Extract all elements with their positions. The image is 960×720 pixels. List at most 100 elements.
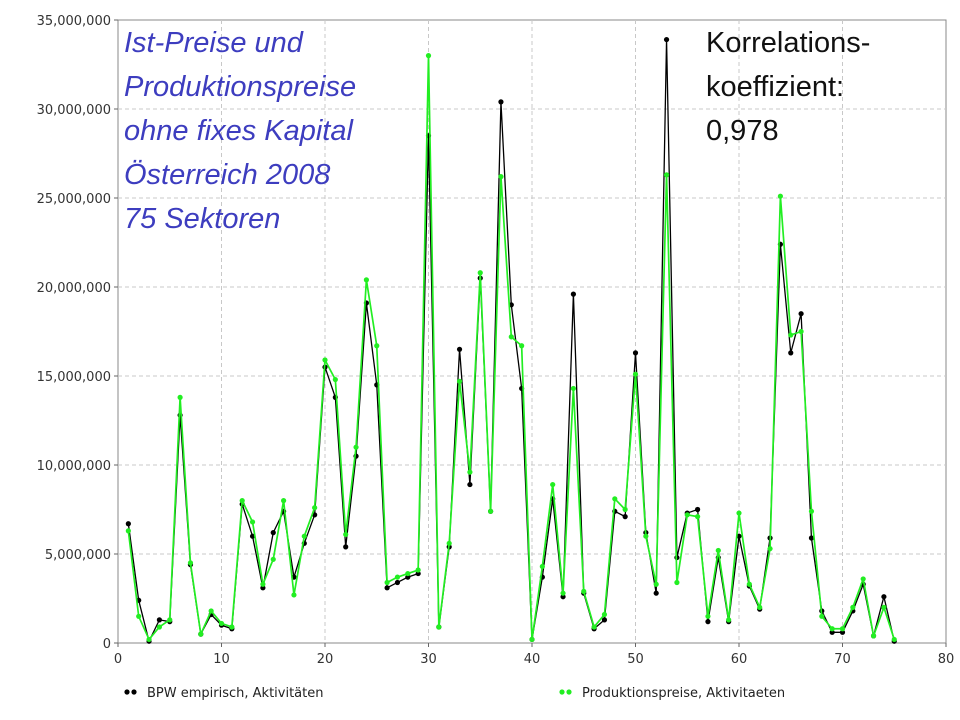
series-1-point-28 [405, 570, 411, 577]
legend-swatch-empirisch-1 [124, 689, 130, 695]
series-0-point-33 [456, 346, 463, 352]
y-tick-label-6: 30,000,000 [37, 103, 111, 118]
series-1-point-66 [798, 328, 804, 335]
x-tick-label-8: 80 [938, 652, 955, 667]
series-1-point-67 [808, 508, 815, 514]
annotation-line-2: koeffizient: [706, 71, 844, 103]
y-tick-label-1: 5,000,000 [45, 548, 111, 563]
series-1-point-42 [550, 481, 556, 488]
series-1-point-57 [705, 613, 711, 619]
series-1-point-68 [819, 613, 825, 619]
series-1-point-19 [312, 505, 318, 511]
series-1-point-23 [353, 444, 359, 450]
series-1-point-31 [436, 624, 442, 630]
y-tick-label-2: 10,000,000 [37, 459, 111, 474]
series-1-point-47 [601, 611, 608, 618]
series-1-point-46 [591, 624, 597, 630]
series-1-point-44 [570, 385, 577, 392]
x-tick-label-5: 50 [627, 652, 644, 667]
series-1-point-5 [167, 617, 173, 623]
series-0-point-52 [653, 590, 659, 596]
title-line-1: Ist-Preise und [124, 27, 304, 59]
series-0-point-74 [881, 594, 887, 600]
series-0-point-4 [156, 617, 162, 623]
series-1-point-29 [415, 567, 421, 573]
series-0-point-37 [498, 99, 504, 105]
series-1-point-59 [726, 617, 732, 623]
series-1-point-50 [632, 371, 639, 377]
legend-label-empirisch: BPW empirisch, Aktivitäten [147, 686, 323, 701]
series-0-point-49 [622, 514, 628, 520]
axes: 0 5,000,000 10,000,000 15,000,000 20,000,000… [37, 14, 955, 667]
series-1-point-74 [881, 604, 887, 611]
series-1-point-49 [622, 506, 628, 513]
series-0-point-69 [829, 629, 835, 635]
series-1-point-9 [208, 608, 214, 614]
series-1-point-62 [757, 604, 763, 611]
series-1-point-37 [498, 174, 504, 180]
series-1-point-8 [198, 631, 204, 637]
x-tick-label-1: 10 [213, 652, 230, 667]
series-0-point-47 [601, 617, 608, 623]
title-line-2: Produktionspreise [124, 71, 356, 103]
series-1-point-69 [829, 626, 835, 632]
series-layer [125, 36, 897, 644]
y-tick-label-5: 25,000,000 [37, 192, 111, 207]
series-0-point-29 [415, 570, 421, 577]
series-1-point-65 [788, 332, 794, 338]
series-0-point-65 [788, 350, 794, 356]
series-0-point-66 [798, 311, 804, 317]
series-1-point-35 [477, 270, 483, 276]
series-1-point-36 [488, 508, 494, 514]
series-0-point-44 [570, 291, 577, 297]
series-0-point-70 [839, 629, 846, 635]
legend-swatch-empirisch-2 [131, 689, 137, 695]
series-1-point-21 [332, 376, 338, 383]
legend-swatch-produktion-1 [559, 689, 565, 695]
series-1-point-34 [467, 469, 473, 475]
series-1-point-40 [529, 636, 535, 643]
series-1-point-60 [736, 510, 742, 516]
series-1-point-2 [136, 613, 142, 619]
y-tick-label-7: 35,000,000 [37, 14, 111, 29]
legend-swatch-produktion-2 [566, 689, 572, 695]
series-1-point-25 [374, 343, 380, 349]
series-1-point-18 [301, 533, 307, 539]
series-0-point-14 [260, 585, 266, 591]
series-1-point-3 [146, 636, 152, 643]
series-1-point-26 [384, 579, 390, 586]
series-1-point-58 [715, 547, 721, 554]
series-1-point-6 [177, 394, 183, 400]
series-1-point-70 [839, 626, 846, 632]
series-1 [125, 53, 897, 643]
series-1-point-7 [187, 560, 194, 566]
series-1-point-52 [653, 581, 659, 587]
series-0-point-67 [808, 535, 815, 541]
series-0-point-28 [405, 574, 411, 580]
series-0-point-26 [384, 585, 390, 591]
series-1-point-33 [456, 378, 463, 384]
series-1-point-55 [684, 512, 690, 518]
legend-label-produktion: Produktionspreise, Aktivitaeten [582, 686, 785, 701]
series-1-point-10 [218, 620, 225, 627]
y-tick-label-0: 0 [103, 637, 111, 652]
series-1-point-14 [260, 581, 266, 587]
x-tick-label-7: 70 [834, 652, 851, 667]
correlation-annotation: Korrelations- koeffizient: 0,978 [706, 27, 870, 147]
series-1-point-53 [663, 172, 670, 178]
series-1-point-24 [363, 277, 369, 283]
series-0-point-56 [695, 506, 701, 513]
series-1-point-39 [519, 343, 525, 349]
series-1-point-56 [695, 514, 701, 520]
series-0-point-43 [560, 594, 566, 600]
series-1-point-38 [508, 334, 514, 340]
x-tick-label-6: 60 [731, 652, 748, 667]
series-1-point-75 [891, 636, 897, 643]
series-0-point-15 [270, 530, 276, 536]
series-1-point-45 [581, 588, 587, 594]
series-0-point-53 [663, 36, 670, 43]
series-1-point-48 [612, 496, 618, 502]
x-tick-label-4: 40 [524, 652, 541, 667]
series-1-point-64 [777, 193, 784, 199]
